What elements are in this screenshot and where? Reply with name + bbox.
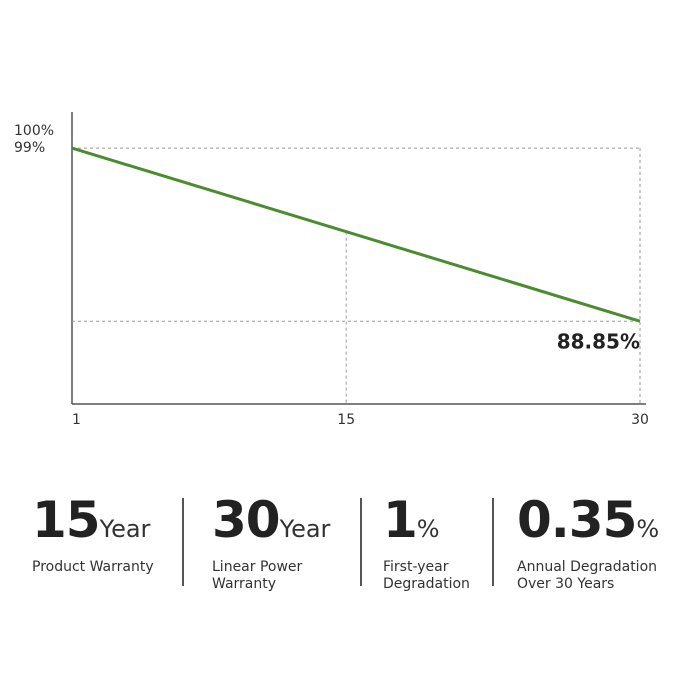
stat-label: Linear Power Warranty <box>212 559 303 592</box>
stat-unit: % <box>636 515 660 543</box>
stat-unit: Year <box>99 515 151 543</box>
series-line <box>71 146 641 323</box>
y-tick-label: 100% <box>14 123 54 139</box>
stat: 1% First-year Degradation <box>383 492 483 593</box>
stats: 15Year Product Warranty 30Year Linear Power… <box>0 492 700 592</box>
stat: 0.35% Annual Degradation Over 30 Years <box>517 492 677 593</box>
x-tick-label: 1 <box>72 412 81 428</box>
stat-unit: % <box>416 515 440 543</box>
x-tick-label: 15 <box>337 412 355 428</box>
stat: 15Year Product Warranty <box>32 492 172 576</box>
stat-value: 0.35 <box>517 491 637 549</box>
stat-value-row: 0.35% <box>517 492 677 557</box>
stat-value-row: 15Year <box>32 492 172 557</box>
divider <box>182 498 184 586</box>
chart: 100%99% 1 15 30 88.85% <box>14 112 649 428</box>
stat-value: 1 <box>383 491 418 549</box>
stat: 30Year Linear Power Warranty <box>212 492 332 593</box>
stat-value: 15 <box>32 491 101 549</box>
x-tick-label: 30 <box>631 412 649 428</box>
data-label: 88.85% <box>557 330 640 354</box>
y-tick-label: 99% <box>14 140 45 156</box>
stat-label: Product Warranty <box>32 559 154 575</box>
stat-value: 30 <box>212 491 281 549</box>
stat-label: Annual Degradation Over 30 Years <box>517 559 658 592</box>
stat-label: First-year Degradation <box>383 559 470 592</box>
stat-value-row: 30Year <box>212 492 332 557</box>
divider <box>360 498 362 586</box>
stat-unit: Year <box>279 515 331 543</box>
stat-value-row: 1% <box>383 492 483 557</box>
divider <box>492 498 494 586</box>
